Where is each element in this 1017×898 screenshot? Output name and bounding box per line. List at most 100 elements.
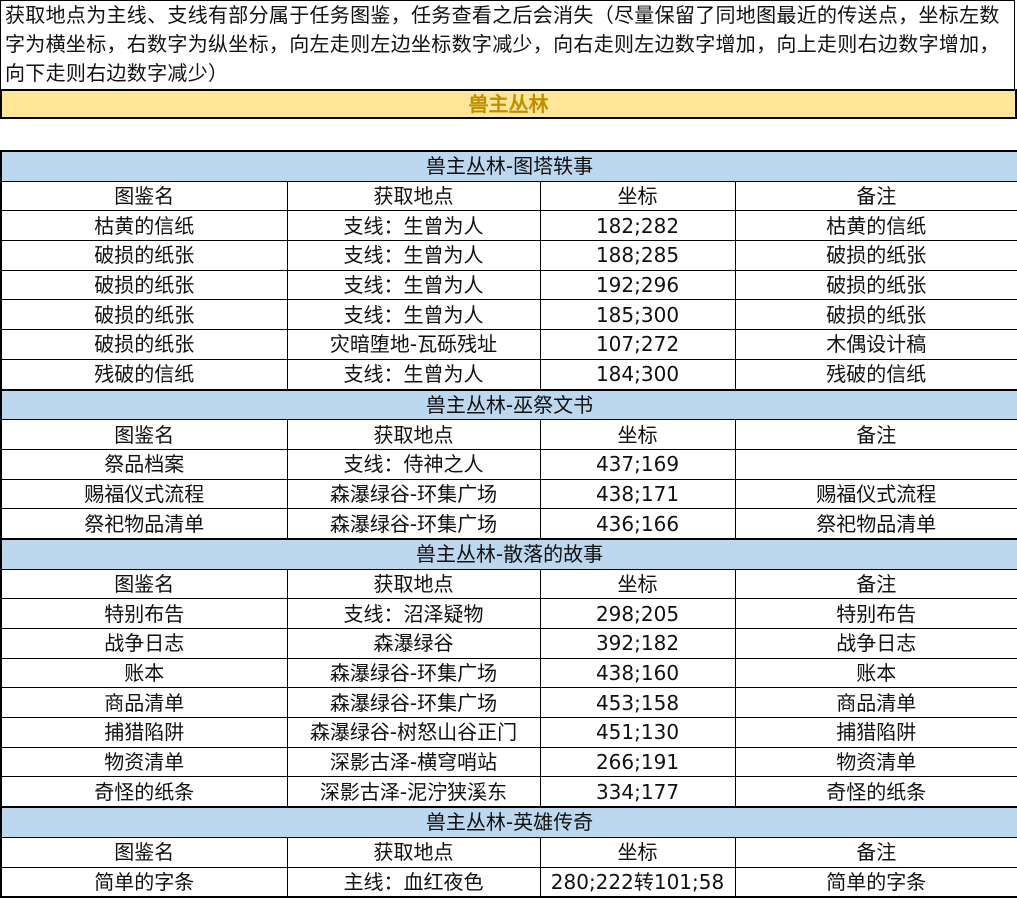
location-cell: 支线：生曾为人 xyxy=(286,269,541,301)
name-cell: 破损的纸张 xyxy=(0,299,288,331)
location-cell: 深影古泽-横穹哨站 xyxy=(286,746,541,778)
table-row: 破损的纸张 支线：生曾为人 185;300 破损的纸张 xyxy=(0,299,1017,331)
name-cell: 战争日志 xyxy=(0,628,288,659)
name-cell: 枯黄的信纸 xyxy=(0,210,288,242)
section-title: 兽主丛林-巫祭文书 xyxy=(0,388,1017,421)
table-row: 账本 森瀑绿谷-环集广场 438;160 账本 xyxy=(0,657,1017,689)
remark-cell: 残破的信纸 xyxy=(734,358,1017,391)
section-header: 兽主丛林-散落的故事 xyxy=(0,537,1017,570)
remark-cell xyxy=(734,448,1017,480)
section-header: 兽主丛林-英雄传奇 xyxy=(0,806,1017,838)
column-header: 获取地点 xyxy=(286,419,541,450)
column-header: 图鉴名 xyxy=(0,180,288,212)
name-cell: 破损的纸张 xyxy=(0,329,288,360)
column-header-row: 图鉴名 获取地点 坐标 备注 xyxy=(0,180,1017,212)
table-row: 简单的字条 主线：血红夜色 280;222转101;58 简单的字条 xyxy=(0,866,1017,898)
table-row: 商品清单 森瀑绿谷-环集广场 453;158 商品清单 xyxy=(0,687,1017,719)
name-cell: 残破的信纸 xyxy=(0,358,288,391)
table-row: 特别布告 支线：沼泽疑物 298;205 特别布告 xyxy=(0,598,1017,629)
name-cell: 物资清单 xyxy=(0,746,288,778)
column-header: 坐标 xyxy=(539,836,736,868)
location-cell: 森瀑绿谷-环集广场 xyxy=(286,508,541,540)
table-row: 战争日志 森瀑绿谷 392;182 战争日志 xyxy=(0,628,1017,659)
location-cell: 支线：生曾为人 xyxy=(286,358,541,391)
location-cell: 森瀑绿谷-环集广场 xyxy=(286,657,541,689)
name-cell: 破损的纸张 xyxy=(0,240,288,271)
map-banner: 兽主丛林 xyxy=(0,89,1017,119)
name-cell: 账本 xyxy=(0,657,288,689)
location-cell: 森瀑绿谷-环集广场 xyxy=(286,478,541,510)
location-cell: 主线：血红夜色 xyxy=(286,866,541,898)
name-cell: 简单的字条 xyxy=(0,866,288,898)
name-cell: 商品清单 xyxy=(0,687,288,719)
table-row: 破损的纸张 支线：生曾为人 188;285 破损的纸张 xyxy=(0,240,1017,271)
remark-cell: 破损的纸张 xyxy=(734,299,1017,331)
remark-cell: 简单的字条 xyxy=(734,866,1017,898)
table-row: 奇怪的纸条 深影古泽-泥泞狭溪东 334;177 奇怪的纸条 xyxy=(0,776,1017,808)
coordinate-cell: 182;282 xyxy=(539,210,736,242)
remark-cell: 商品清单 xyxy=(734,687,1017,719)
coordinate-cell: 453;158 xyxy=(539,687,736,719)
column-header: 坐标 xyxy=(539,419,736,450)
description-note: 获取地点为主线、支线有部分属于任务图鉴，任务查看之后会消失（尽量保留了同地图最近… xyxy=(0,0,1015,89)
table-row: 枯黄的信纸 支线：生曾为人 182;282 枯黄的信纸 xyxy=(0,210,1017,242)
name-cell: 祭品档案 xyxy=(0,448,288,480)
table-row: 赐福仪式流程 森瀑绿谷-环集广场 438;171 赐福仪式流程 xyxy=(0,478,1017,510)
section-title: 兽主丛林-散落的故事 xyxy=(0,537,1017,570)
location-cell: 支线：沼泽疑物 xyxy=(286,598,541,629)
location-cell: 支线：生曾为人 xyxy=(286,210,541,242)
coordinate-cell: 280;222转101;58 xyxy=(539,866,736,898)
coordinate-cell: 392;182 xyxy=(539,628,736,659)
location-cell: 支线：生曾为人 xyxy=(286,240,541,271)
coordinate-cell: 438;160 xyxy=(539,657,736,689)
remark-cell: 枯黄的信纸 xyxy=(734,210,1017,242)
name-cell: 破损的纸张 xyxy=(0,269,288,301)
remark-cell: 物资清单 xyxy=(734,746,1017,778)
section-header: 兽主丛林-巫祭文书 xyxy=(0,388,1017,421)
coordinate-cell: 334;177 xyxy=(539,776,736,808)
column-header: 备注 xyxy=(734,180,1017,212)
remark-cell: 特别布告 xyxy=(734,598,1017,629)
remark-cell: 账本 xyxy=(734,657,1017,689)
location-cell: 支线：生曾为人 xyxy=(286,299,541,331)
coordinate-cell: 266;191 xyxy=(539,746,736,778)
section-header: 兽主丛林-图塔轶事 xyxy=(0,149,1017,182)
remark-cell: 战争日志 xyxy=(734,628,1017,659)
location-cell: 支线：侍神之人 xyxy=(286,448,541,480)
coordinate-cell: 451;130 xyxy=(539,717,736,748)
remark-cell: 赐福仪式流程 xyxy=(734,478,1017,510)
table-row: 破损的纸张 支线：生曾为人 192;296 破损的纸张 xyxy=(0,269,1017,301)
coordinate-cell: 438;171 xyxy=(539,478,736,510)
section-title: 兽主丛林-英雄传奇 xyxy=(0,806,1017,838)
remark-cell: 破损的纸张 xyxy=(734,269,1017,301)
table-row: 捕猎陷阱 森瀑绿谷-树怒山谷正门 451;130 捕猎陷阱 xyxy=(0,717,1017,748)
column-header: 备注 xyxy=(734,836,1017,868)
remark-cell: 祭祀物品清单 xyxy=(734,508,1017,540)
remark-cell: 破损的纸张 xyxy=(734,240,1017,271)
column-header: 坐标 xyxy=(539,180,736,212)
name-cell: 祭祀物品清单 xyxy=(0,508,288,540)
coordinate-cell: 436;166 xyxy=(539,508,736,540)
column-header: 坐标 xyxy=(539,568,736,600)
column-header: 备注 xyxy=(734,419,1017,450)
collection-table: 兽主丛林-图塔轶事 图鉴名 获取地点 坐标 备注 枯黄的信纸 支线：生曾为人 182;282 枯… xyxy=(0,149,1017,898)
coordinate-cell: 184;300 xyxy=(539,358,736,391)
column-header: 备注 xyxy=(734,568,1017,600)
column-header: 获取地点 xyxy=(286,836,541,868)
column-header: 图鉴名 xyxy=(0,568,288,600)
coordinate-cell: 107;272 xyxy=(539,329,736,360)
column-header-row: 图鉴名 获取地点 坐标 备注 xyxy=(0,419,1017,450)
column-header: 获取地点 xyxy=(286,568,541,600)
table-row: 物资清单 深影古泽-横穹哨站 266;191 物资清单 xyxy=(0,746,1017,778)
name-cell: 特别布告 xyxy=(0,598,288,629)
name-cell: 赐福仪式流程 xyxy=(0,478,288,510)
table-row: 祭祀物品清单 森瀑绿谷-环集广场 436;166 祭祀物品清单 xyxy=(0,508,1017,540)
table-row: 祭品档案 支线：侍神之人 437;169 xyxy=(0,448,1017,480)
coordinate-cell: 298;205 xyxy=(539,598,736,629)
coordinate-cell: 437;169 xyxy=(539,448,736,480)
table-row: 残破的信纸 支线：生曾为人 184;300 残破的信纸 xyxy=(0,358,1017,391)
column-header-row: 图鉴名 获取地点 坐标 备注 xyxy=(0,836,1017,868)
column-header: 图鉴名 xyxy=(0,419,288,450)
section-title: 兽主丛林-图塔轶事 xyxy=(0,149,1017,182)
location-cell: 深影古泽-泥泞狭溪东 xyxy=(286,776,541,808)
